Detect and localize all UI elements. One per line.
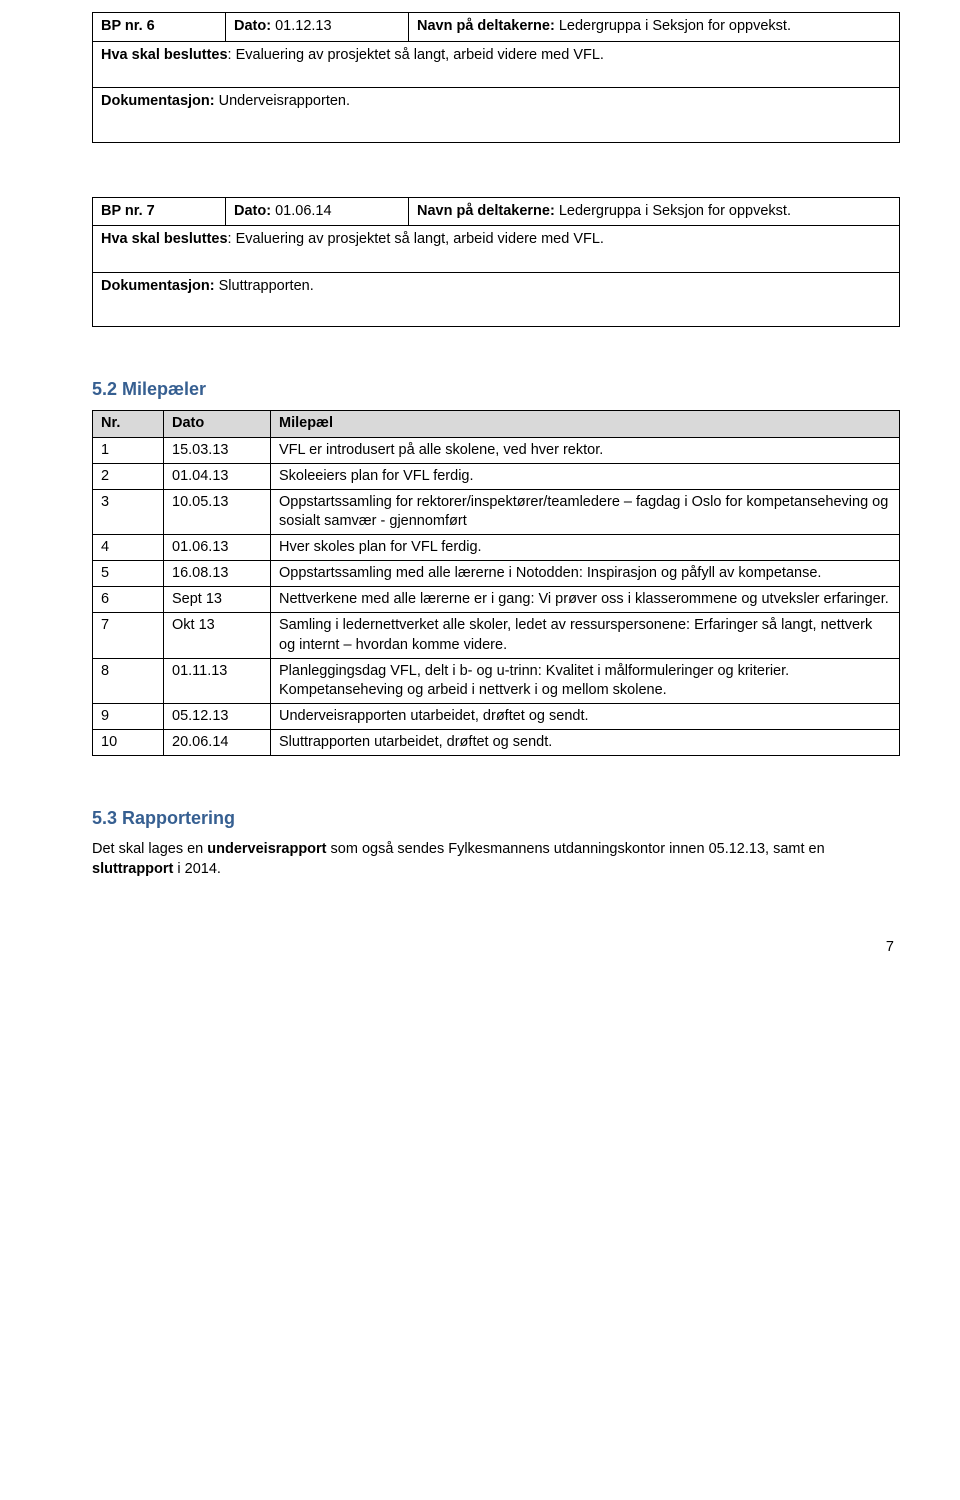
table-row: 1020.06.14Sluttrapporten utarbeidet, drø… <box>93 730 900 756</box>
bp1-col3-label: Navn på deltakerne: <box>417 18 555 34</box>
milestone-text: Oppstartssamling for rektorer/inspektøre… <box>271 489 900 534</box>
section-5-3-heading: 5.3 Rapportering <box>92 808 900 829</box>
section-5-2-heading: 5.2 Milepæler <box>92 379 900 400</box>
milestone-nr: 4 <box>93 535 164 561</box>
milestone-nr: 6 <box>93 587 164 613</box>
milestone-col-nr: Nr. <box>93 411 164 437</box>
table-row: 201.04.13Skoleeiers plan for VFL ferdig. <box>93 463 900 489</box>
milestone-text: VFL er introdusert på alle skolene, ved … <box>271 437 900 463</box>
milestone-col-dato: Dato <box>164 411 271 437</box>
milestone-table: Nr. Dato Milepæl 115.03.13VFL er introdu… <box>92 410 900 756</box>
milestone-text: Samling i ledernettverket alle skoler, l… <box>271 613 900 658</box>
table-row: 7Okt 13Samling i ledernettverket alle sk… <box>93 613 900 658</box>
bp1-col1-label: BP nr. 6 <box>101 18 155 34</box>
bp1-doc-label: Dokumentasjon: <box>101 93 215 109</box>
sec53-bold2: sluttrapport <box>92 861 173 877</box>
milestone-dato: 01.06.13 <box>164 535 271 561</box>
milestone-text: Skoleeiers plan for VFL ferdig. <box>271 463 900 489</box>
bp2-doc-value: Sluttrapporten. <box>219 278 314 294</box>
table-row: 6Sept 13Nettverkene med alle lærerne er … <box>93 587 900 613</box>
milestone-dato: Okt 13 <box>164 613 271 658</box>
milestone-dato: 15.03.13 <box>164 437 271 463</box>
bp1-col2: Dato: 01.12.13 <box>226 13 409 42</box>
sec53-post: i 2014. <box>173 861 221 877</box>
bp1-col3-value: Ledergruppa i Seksjon for oppvekst. <box>559 18 791 34</box>
bp1-col3: Navn på deltakerne: Ledergruppa i Seksjo… <box>409 13 900 42</box>
table-row: 310.05.13Oppstartssamling for rektorer/i… <box>93 489 900 534</box>
milestone-nr: 1 <box>93 437 164 463</box>
bp2-doc-label: Dokumentasjon: <box>101 278 215 294</box>
milestone-text: Hver skoles plan for VFL ferdig. <box>271 535 900 561</box>
bp1-doc-cell: Dokumentasjon: Underveisrapporten. <box>93 88 900 143</box>
bp1-col2-value: 01.12.13 <box>275 18 331 34</box>
table-row: 401.06.13Hver skoles plan for VFL ferdig… <box>93 535 900 561</box>
milestone-dato: 05.12.13 <box>164 703 271 729</box>
table-row: 115.03.13VFL er introdusert på alle skol… <box>93 437 900 463</box>
milestone-dato: Sept 13 <box>164 587 271 613</box>
table-row: 905.12.13Underveisrapporten utarbeidet, … <box>93 703 900 729</box>
milestone-text: Planleggingsdag VFL, delt i b- og u-trin… <box>271 658 900 703</box>
page-number: 7 <box>92 939 900 955</box>
bp1-col1: BP nr. 6 <box>93 13 226 42</box>
milestone-dato: 10.05.13 <box>164 489 271 534</box>
milestone-dato: 01.04.13 <box>164 463 271 489</box>
bp2-col1: BP nr. 7 <box>93 197 226 226</box>
milestone-dato: 20.06.14 <box>164 730 271 756</box>
sec53-pre: Det skal lages en <box>92 841 207 857</box>
bp2-col2-label: Dato: <box>234 203 271 219</box>
sec53-mid: som også sendes Fylkesmannens utdannings… <box>327 841 825 857</box>
milestone-text: Oppstartssamling med alle lærerne i Noto… <box>271 561 900 587</box>
table-row: 801.11.13Planleggingsdag VFL, delt i b- … <box>93 658 900 703</box>
milestone-nr: 8 <box>93 658 164 703</box>
bp2-decide-value: : Evaluering av prosjektet så langt, arb… <box>228 231 604 247</box>
bp2-decide-label: Hva skal besluttes <box>101 231 228 247</box>
milestone-text: Underveisrapporten utarbeidet, drøftet o… <box>271 703 900 729</box>
bp2-doc-cell: Dokumentasjon: Sluttrapporten. <box>93 272 900 327</box>
bp-box-2: BP nr. 7 Dato: 01.06.14 Navn på deltaker… <box>92 197 900 328</box>
bp2-col2-value: 01.06.14 <box>275 203 331 219</box>
milestone-text: Sluttrapporten utarbeidet, drøftet og se… <box>271 730 900 756</box>
bp1-decide-label: Hva skal besluttes <box>101 47 228 63</box>
milestone-nr: 5 <box>93 561 164 587</box>
bp1-col2-label: Dato: <box>234 18 271 34</box>
table-row: 516.08.13Oppstartssamling med alle lærer… <box>93 561 900 587</box>
sec53-bold1: underveisrapport <box>207 841 326 857</box>
bp2-col3-label: Navn på deltakerne: <box>417 203 555 219</box>
bp1-doc-value: Underveisrapporten. <box>219 93 350 109</box>
bp-box-1: BP nr. 6 Dato: 01.12.13 Navn på deltaker… <box>92 12 900 143</box>
milestone-dato: 01.11.13 <box>164 658 271 703</box>
bp2-col2: Dato: 01.06.14 <box>226 197 409 226</box>
milestone-nr: 3 <box>93 489 164 534</box>
bp1-decide-value: : Evaluering av prosjektet så langt, arb… <box>228 47 604 63</box>
milestone-nr: 10 <box>93 730 164 756</box>
bp2-col3: Navn på deltakerne: Ledergruppa i Seksjo… <box>409 197 900 226</box>
section-5-3-paragraph: Det skal lages en underveisrapport som o… <box>92 839 900 879</box>
milestone-dato: 16.08.13 <box>164 561 271 587</box>
milestone-nr: 9 <box>93 703 164 729</box>
bp1-decide-cell: Hva skal besluttes: Evaluering av prosje… <box>93 41 900 88</box>
bp2-col3-value: Ledergruppa i Seksjon for oppvekst. <box>559 203 791 219</box>
bp2-decide-cell: Hva skal besluttes: Evaluering av prosje… <box>93 226 900 273</box>
milestone-nr: 2 <box>93 463 164 489</box>
milestone-col-text: Milepæl <box>271 411 900 437</box>
milestone-nr: 7 <box>93 613 164 658</box>
bp2-col1-label: BP nr. 7 <box>101 203 155 219</box>
milestone-text: Nettverkene med alle lærerne er i gang: … <box>271 587 900 613</box>
